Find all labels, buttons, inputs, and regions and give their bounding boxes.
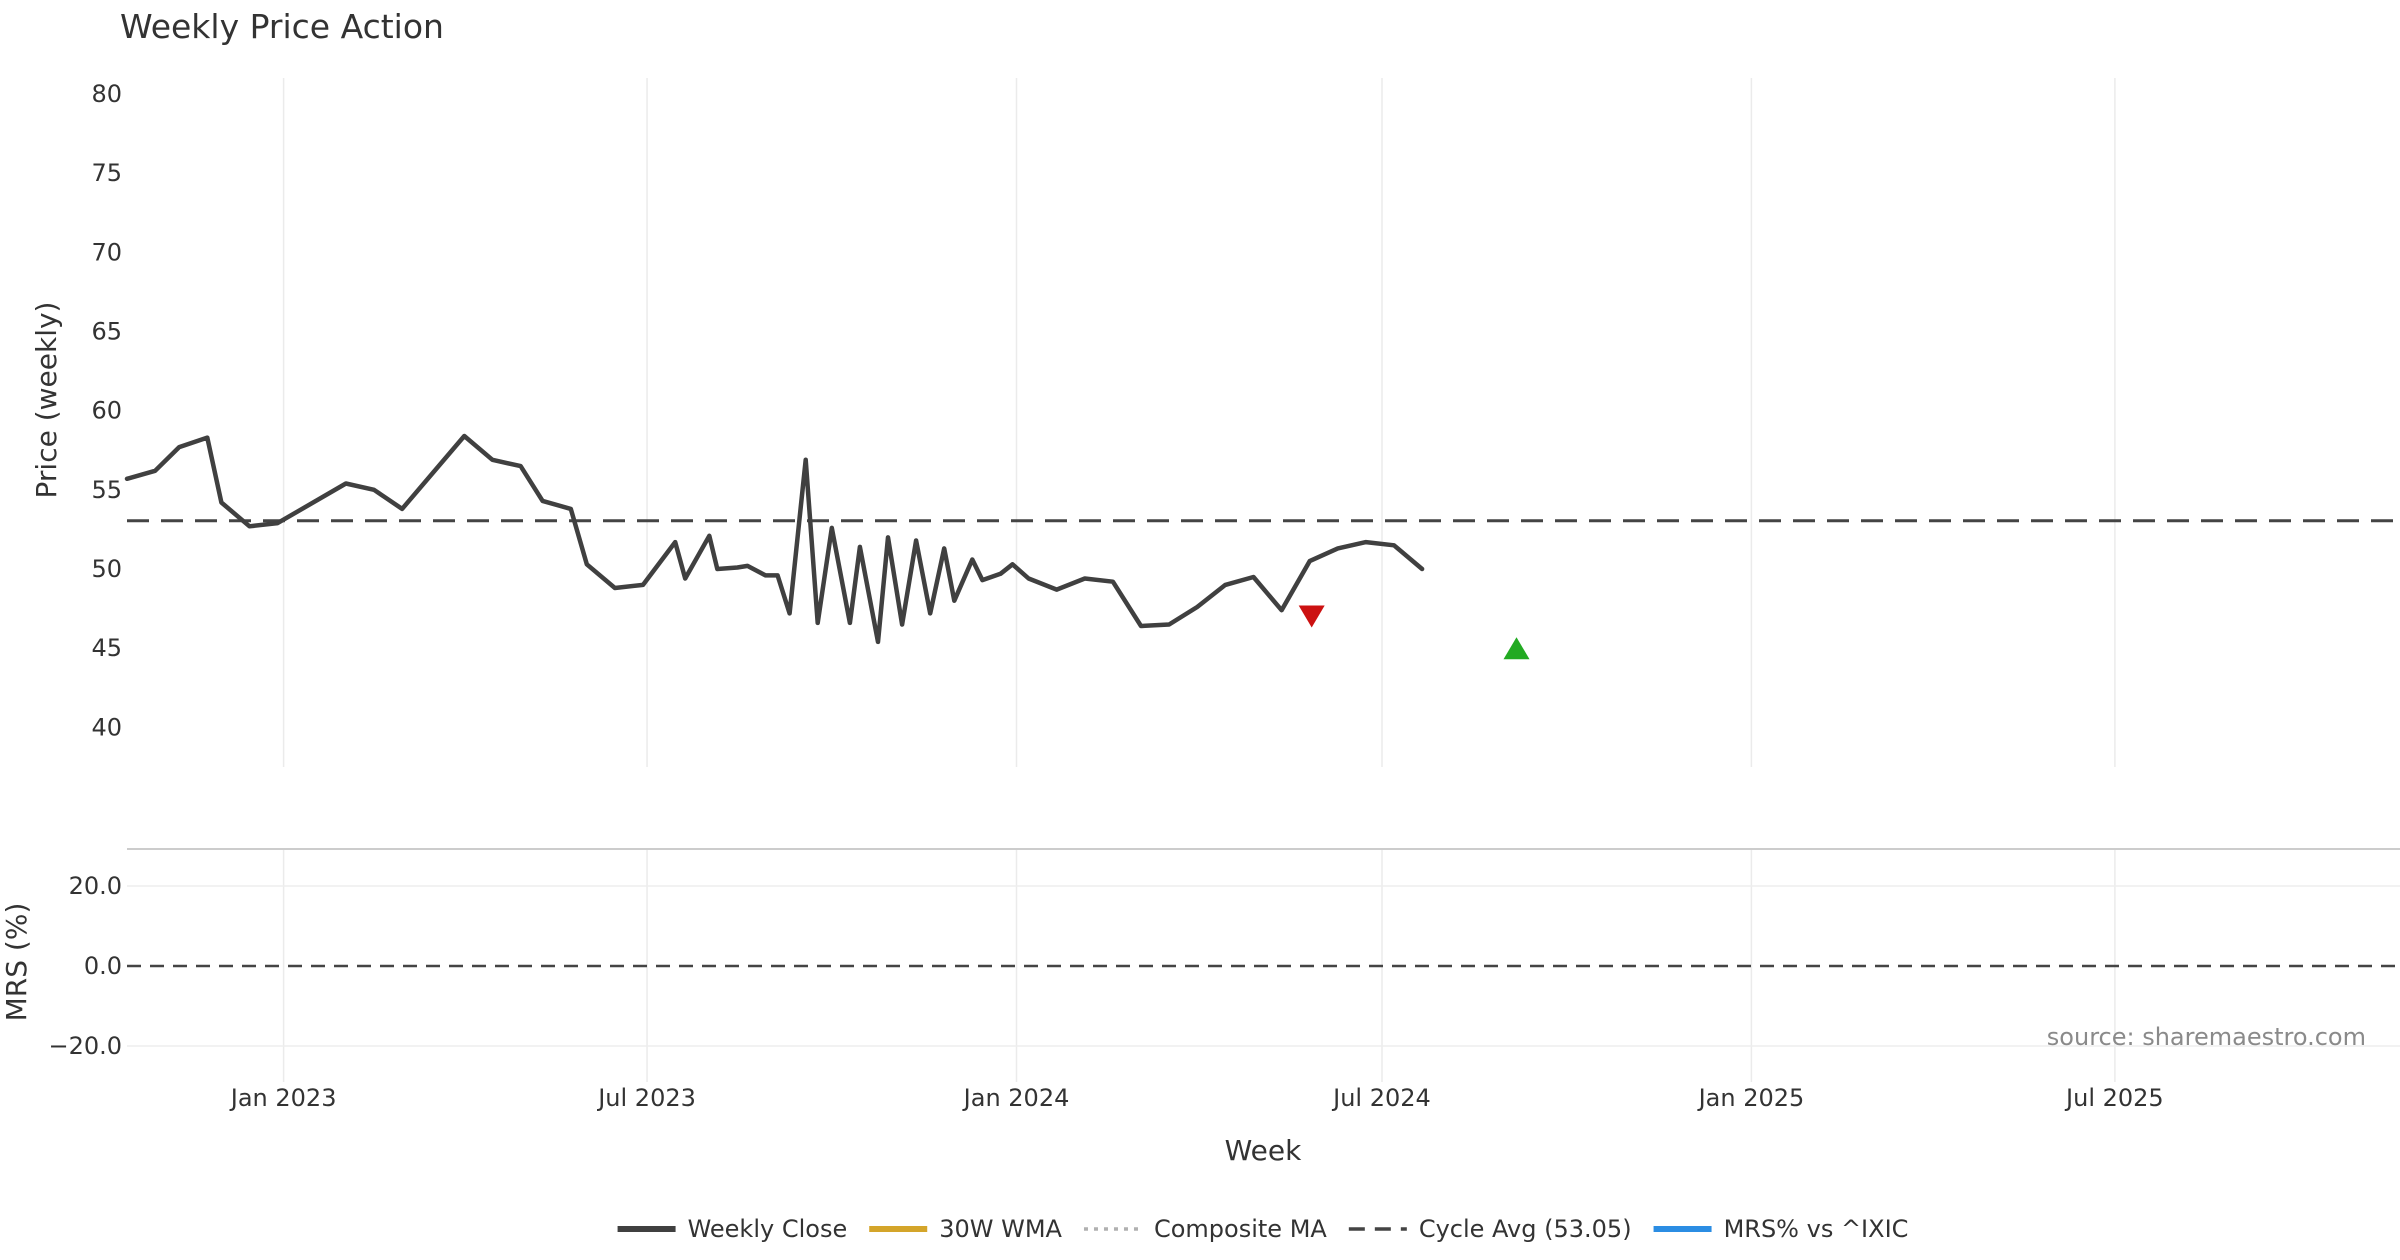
price-y-tick: 45 [91, 634, 122, 662]
price-y-tick: 80 [91, 80, 122, 108]
signal-markers [1298, 605, 1530, 660]
source-note: source: sharemaestro.com [2047, 1023, 2366, 1051]
x-tick-label: Jan 2025 [1697, 1084, 1805, 1112]
mrs-y-tick: 20.0 [69, 872, 122, 900]
mrs-y-label: MRS (%) [0, 903, 33, 1022]
x-tick-label: Jan 2023 [229, 1084, 337, 1112]
mrs-y-ticks: 20.0 0.0 −20.0 [48, 872, 122, 1060]
price-y-tick: 40 [91, 713, 122, 741]
x-tick-label: Jul 2023 [596, 1084, 696, 1112]
price-y-tick: 55 [91, 476, 122, 504]
x-tick-label: Jul 2024 [1331, 1084, 1431, 1112]
legend-label-2: Composite MA [1154, 1215, 1327, 1243]
x-tick-label: Jan 2024 [962, 1084, 1070, 1112]
legend-label-0: Weekly Close [688, 1215, 848, 1243]
price-series [124, 433, 1425, 645]
price-y-tick: 75 [91, 159, 122, 187]
price-y-tick: 50 [91, 555, 122, 583]
mrs-y-tick: 0.0 [84, 952, 122, 980]
legend-label-3: Cycle Avg (53.05) [1419, 1215, 1632, 1243]
buy-signal-marker [1503, 637, 1530, 660]
price-y-tick: 65 [91, 317, 122, 345]
mrs-y-tick: −20.0 [48, 1032, 122, 1060]
price-grid [282, 78, 2116, 767]
x-tick-label: Jul 2025 [2064, 1084, 2164, 1112]
legend-label-1: 30W WMA [939, 1215, 1062, 1243]
legend: Weekly Close 30W WMA Composite MA Cycle Avg… [617, 1215, 1909, 1243]
series-line-0 [124, 433, 1425, 645]
legend-label-4: MRS% vs ^IXIC [1724, 1215, 1909, 1243]
chart-title: Weekly Price Action [120, 7, 444, 46]
price-y-tick: 70 [91, 238, 122, 266]
x-ticks: Jan 2023 Jul 2023 Jan 2024 Jul 2024 Jan 2025… [229, 1084, 2164, 1112]
x-axis-label: Week [1225, 1134, 1302, 1167]
price-y-label: Price (weekly) [30, 302, 63, 499]
sell-signal-marker [1298, 605, 1325, 628]
price-y-tick: 60 [91, 397, 122, 425]
price-y-ticks: 40 45 50 55 60 65 70 75 80 [91, 80, 122, 741]
